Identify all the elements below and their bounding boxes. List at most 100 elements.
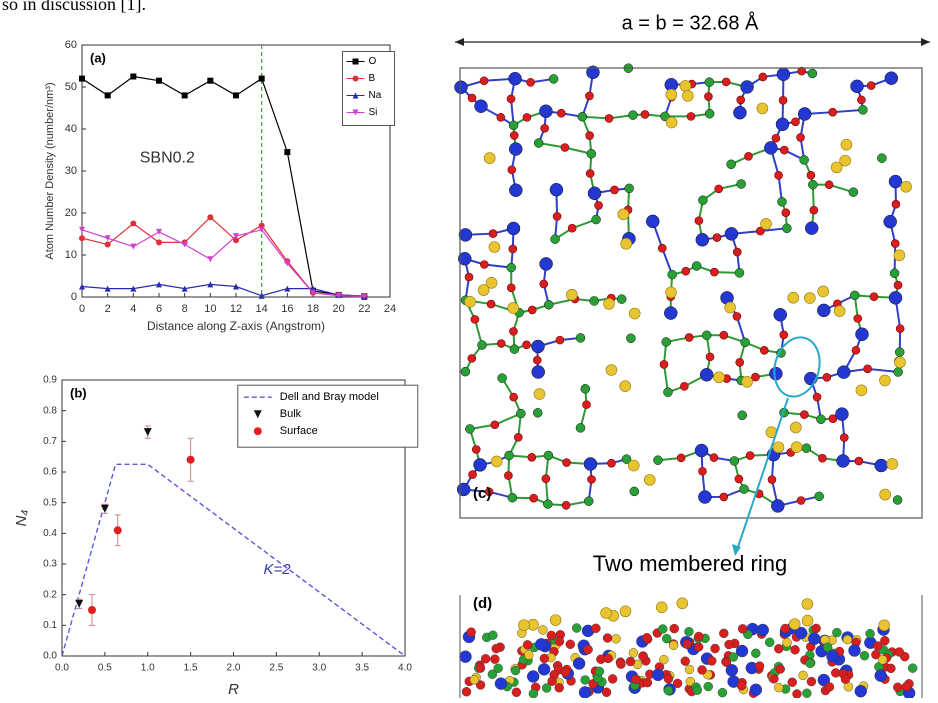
- slab-atom: [726, 664, 738, 676]
- silicon-atom: [498, 374, 507, 383]
- sodium-atom: [491, 456, 502, 467]
- sodium-atom: [682, 90, 693, 101]
- sodium-atom: [601, 607, 612, 618]
- slab-atom: [718, 688, 727, 697]
- y-tick-label: 40: [65, 123, 77, 135]
- boron-atom: [532, 365, 545, 378]
- slab-atom: [579, 686, 591, 698]
- oxygen-atom: [660, 360, 668, 368]
- boron-atom: [664, 307, 677, 320]
- oxygen-atom: [497, 113, 505, 121]
- oxygen-atom: [720, 493, 728, 501]
- data-point: [156, 229, 162, 235]
- slab-atom: [812, 624, 821, 633]
- silicon-atom: [533, 408, 542, 417]
- silicon-atom: [702, 331, 711, 340]
- oxygen-atom: [510, 131, 518, 139]
- silicon-atom: [735, 268, 744, 277]
- y-tick-label: 0.6: [43, 467, 57, 478]
- boron-atom: [474, 100, 487, 113]
- sodium-atom: [666, 287, 677, 298]
- slab-atom: [631, 675, 640, 684]
- panel-label: (d): [473, 595, 492, 612]
- data-point: [144, 428, 152, 436]
- silicon-atom: [584, 497, 593, 506]
- boron-atom: [798, 107, 811, 120]
- slab-atom: [488, 631, 497, 640]
- data-point: [88, 606, 96, 614]
- y-tick-label: 0.9: [43, 375, 57, 386]
- oxygen-atom: [507, 284, 515, 292]
- data-point: [130, 74, 136, 80]
- oxygen-atom: [780, 146, 788, 154]
- oxygen-atom: [677, 454, 685, 462]
- slab-atom: [604, 654, 613, 663]
- oxygen-atom: [751, 373, 759, 381]
- oxygen-atom: [744, 152, 752, 160]
- oxygen-atom: [607, 459, 615, 467]
- slab-atom: [895, 647, 904, 656]
- x-tick-label: 2.0: [227, 663, 241, 674]
- oxygen-atom: [779, 96, 787, 104]
- panel-label: (a): [90, 50, 106, 65]
- boron-atom: [889, 175, 902, 188]
- data-point: [207, 78, 213, 84]
- slab-atom: [470, 675, 479, 684]
- boron-atom: [725, 227, 738, 240]
- slab-atom: [908, 664, 917, 673]
- ring-annotation: Two membered ring: [593, 551, 787, 576]
- oxygen-atom: [563, 459, 571, 467]
- slab-atom: [529, 689, 538, 698]
- silicon-atom: [625, 184, 634, 193]
- oxygen-atom: [800, 411, 808, 419]
- slab-atom: [626, 657, 635, 666]
- boron-atom: [777, 68, 790, 81]
- legend-label: O: [369, 56, 377, 67]
- molecular-structures: [455, 64, 918, 698]
- oxygen-atom: [710, 454, 718, 462]
- boron-atom: [837, 454, 850, 467]
- oxygen-atom: [489, 230, 497, 238]
- oxygen-atom: [864, 365, 872, 373]
- data-point: [79, 227, 85, 233]
- slab-atom: [547, 631, 556, 640]
- oxygen-atom: [528, 306, 536, 314]
- slab-atom: [608, 674, 617, 683]
- data-point: [259, 76, 265, 82]
- slab-atom: [751, 649, 760, 658]
- silicon-atom: [534, 139, 543, 148]
- y-tick-label: 0.5: [43, 497, 57, 508]
- sodium-atom: [879, 375, 890, 386]
- slab-atom: [774, 683, 783, 692]
- x-tick-label: 1.0: [141, 663, 155, 674]
- boron-atom: [509, 184, 522, 197]
- silicon-atom: [590, 296, 599, 305]
- sodium-atom: [508, 303, 519, 314]
- boron-atom: [741, 80, 754, 93]
- slab-atom: [774, 644, 783, 653]
- boron-atom: [646, 215, 659, 228]
- slab-atom: [781, 624, 790, 633]
- silicon-atom: [705, 109, 714, 118]
- x-tick-label: 3.0: [312, 663, 326, 674]
- sodium-atom: [742, 376, 753, 387]
- slab-atom: [512, 688, 521, 697]
- y-axis-label: Atom Number Density (number/nm³): [44, 82, 56, 259]
- sodium-atom: [856, 385, 867, 396]
- silicon-atom: [808, 180, 817, 189]
- oxygen-atom: [541, 124, 549, 132]
- boron-atom: [540, 257, 553, 270]
- slab-atom: [799, 671, 808, 680]
- silicon-atom: [663, 388, 672, 397]
- x-tick-label: 2: [105, 303, 111, 315]
- silicon-atom: [587, 149, 596, 158]
- silicon-atom: [516, 409, 525, 418]
- slab-atom: [711, 644, 720, 653]
- oxygen-atom: [710, 268, 718, 276]
- silicon-atom: [551, 235, 560, 244]
- boron-atom: [700, 368, 713, 381]
- silicon-atom: [692, 261, 701, 270]
- slab-atom: [683, 640, 692, 649]
- boron-atom: [837, 366, 850, 379]
